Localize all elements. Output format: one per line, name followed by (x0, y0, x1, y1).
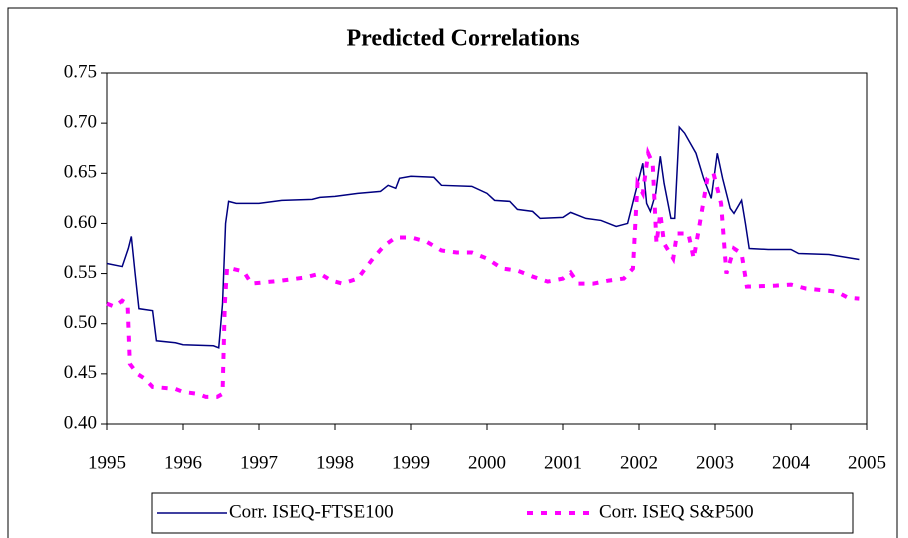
y-tick-label: 0.45 (64, 362, 97, 383)
y-tick-label: 0.50 (64, 312, 97, 333)
legend-label: Corr. ISEQ S&P500 (599, 501, 754, 522)
x-tick-label: 1999 (392, 452, 430, 473)
x-tick-label: 2005 (848, 452, 886, 473)
y-tick-label: 0.60 (64, 212, 97, 233)
chart-title: Predicted Correlations (346, 26, 579, 52)
y-tick-label: 0.75 (64, 61, 97, 82)
data-line (106, 146, 860, 399)
y-tick-label: 0.70 (64, 112, 97, 133)
x-tick-label: 2003 (696, 452, 734, 473)
x-tick-label: 2000 (468, 452, 506, 473)
x-tick-label: 1998 (316, 452, 354, 473)
y-tick-label: 0.40 (64, 412, 97, 433)
x-tick-label: 1995 (88, 452, 126, 473)
data-line (106, 125, 860, 349)
x-tick-label: 2004 (772, 452, 811, 473)
chart-frame (7, 7, 898, 538)
x-tick-label: 1996 (164, 452, 202, 473)
x-tick-label: 1997 (240, 452, 278, 473)
legend-label: Corr. ISEQ-FTSE100 (229, 501, 394, 522)
y-tick-label: 0.55 (64, 262, 97, 283)
x-tick-label: 2002 (620, 452, 658, 473)
legend-frame (151, 492, 854, 534)
x-tick-label: 2001 (544, 452, 582, 473)
y-tick-label: 0.65 (64, 162, 97, 183)
